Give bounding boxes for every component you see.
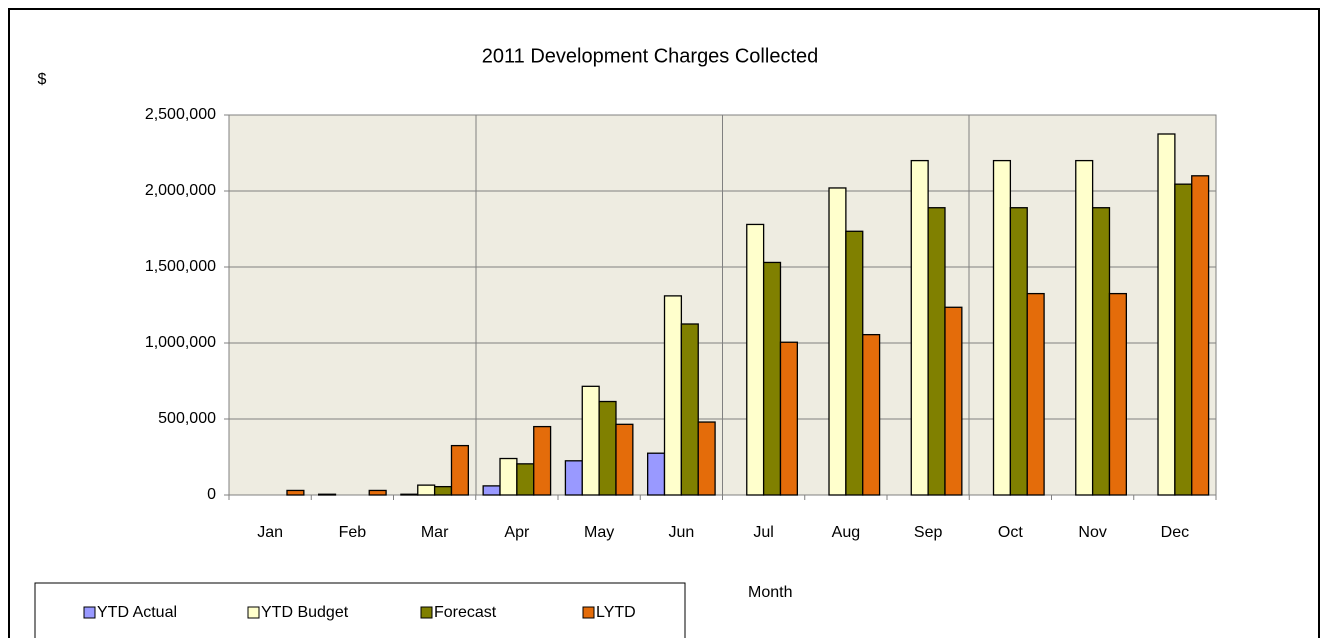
bar [927,207,946,496]
bar [615,423,634,496]
y-tick-label: 0 [207,486,216,503]
quarter-dividers [475,115,970,495]
x-tick-label: Dec [1161,524,1189,541]
bar [368,489,387,496]
bar [663,295,683,496]
y-axis-label: $ [38,71,47,88]
bar [482,485,501,496]
legend-swatch [247,606,260,619]
bar [598,400,617,496]
bar [845,230,864,496]
bar [400,493,419,496]
bar [499,457,518,496]
y-tick-label: 1,500,000 [145,258,216,275]
bar [944,306,963,496]
legend-box [34,582,686,638]
x-tick-label: Jun [668,524,694,541]
bar [1026,292,1045,496]
y-tick-label: 2,500,000 [145,106,216,123]
bar [417,484,436,496]
bar [581,385,600,496]
legend-label: Forecast [434,604,497,621]
y-tick-label: 1,000,000 [145,334,216,351]
bar [433,485,453,496]
x-tick-label: Aug [832,524,860,541]
bar [680,323,699,496]
legend-label: YTD Budget [261,604,349,621]
bar [992,159,1012,496]
bar [828,187,847,496]
bar [516,463,535,496]
legend-swatch [582,606,595,619]
bar [1174,183,1193,496]
y-tick-label: 500,000 [158,410,216,427]
bar [1191,175,1210,496]
bar [779,341,798,496]
bar [647,452,666,496]
x-tick-label: Feb [339,524,367,541]
legend-label: LYTD [596,604,636,621]
bar [286,489,305,496]
legend-label: YTD Actual [97,604,177,621]
legend-swatch [420,606,433,619]
x-tick-label: May [584,524,614,541]
bar [318,493,337,496]
x-tick-label: Sep [914,524,943,541]
bar [1091,207,1111,496]
x-tick-label: Jan [257,524,283,541]
y-tick-label: 2,000,000 [145,182,216,199]
bar [1009,207,1028,496]
bar [1108,292,1127,496]
x-tick-label: Mar [421,524,449,541]
x-axis-label: Month [748,584,792,601]
bar [533,425,552,496]
bar [564,460,583,496]
x-tick-label: Nov [1078,524,1106,541]
bar [1075,159,1094,496]
x-tick-label: Oct [998,524,1023,541]
bar [910,159,929,496]
legend-swatch [83,606,96,619]
x-tick-label: Jul [753,524,773,541]
bar [746,223,765,496]
x-tick-label: Apr [504,524,530,541]
bar [762,261,782,496]
bar [697,421,716,496]
bar [450,444,469,496]
bar [1157,133,1176,496]
chart-title: 2011 Development Charges Collected [482,45,819,67]
bar [862,333,881,496]
